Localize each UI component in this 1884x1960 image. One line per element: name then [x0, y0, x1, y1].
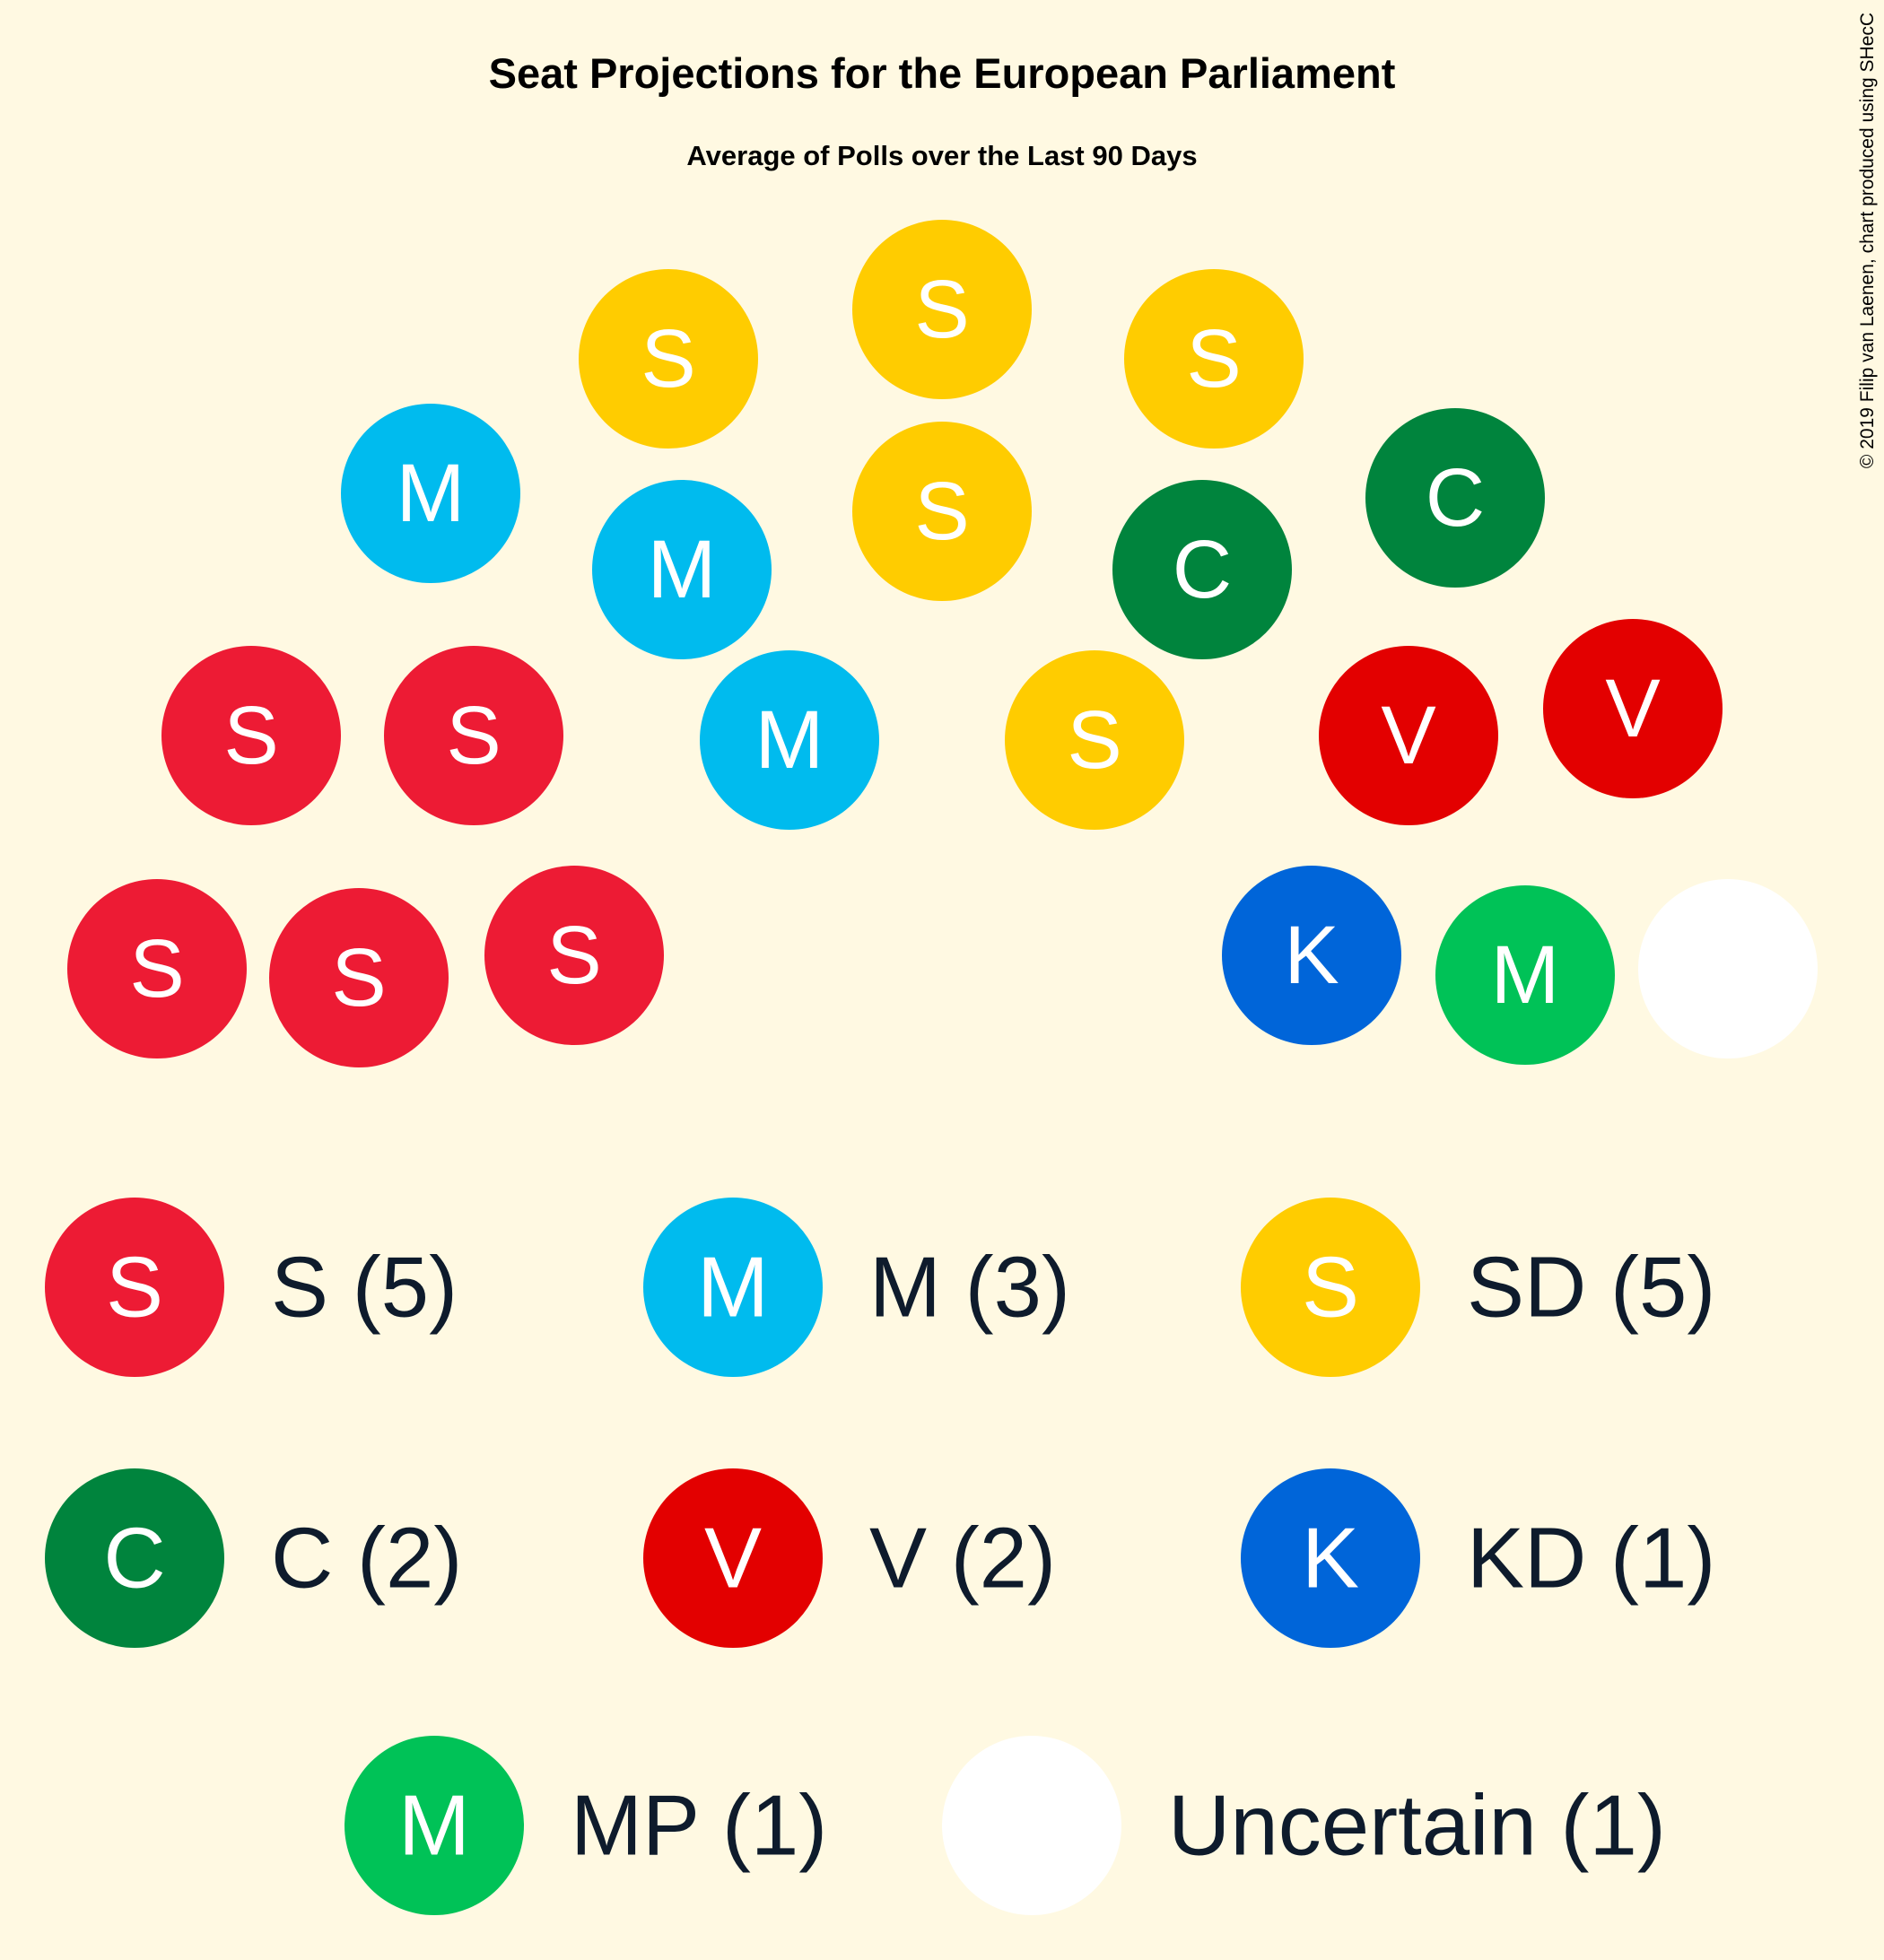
seat-s	[161, 646, 341, 825]
seat-letter-sd: S	[1067, 694, 1121, 786]
seat-sd	[579, 269, 758, 449]
seat-letter-sd: S	[1186, 313, 1241, 405]
seat-letter-c: C	[1173, 524, 1232, 615]
legend-label-m: M (3)	[869, 1240, 1070, 1336]
seat-v	[1543, 619, 1723, 798]
seat-letter-m: M	[755, 694, 824, 786]
seat-v	[1319, 646, 1498, 825]
seat-letter-m: M	[397, 448, 466, 539]
legend: S S (5) M M (3) S SD (5) C C (2) V V (2) K KD (1) M M…	[45, 1198, 1715, 1915]
seat-letter-s: S	[129, 923, 184, 1015]
seat-sd	[1005, 650, 1184, 830]
seat-m	[592, 480, 772, 659]
seat-m	[700, 650, 879, 830]
legend-swatch-kd	[1241, 1468, 1420, 1648]
chart-subtitle: Average of Polls over the Last 90 Days	[686, 140, 1197, 171]
seat-letter-sd: S	[914, 466, 969, 557]
seat-mp	[1435, 885, 1615, 1065]
legend-label-unc: Uncertain (1)	[1168, 1778, 1666, 1874]
legend-swatch-c	[45, 1468, 224, 1648]
legend-swatch-s	[45, 1198, 224, 1377]
legend-swatch-v	[643, 1468, 823, 1648]
seat-letter-c: C	[1426, 452, 1485, 544]
seat-letter-mp: M	[1491, 929, 1560, 1021]
chart-title: Seat Projections for the European Parlia…	[489, 49, 1396, 97]
legend-letter-mp: M	[398, 1778, 470, 1874]
legend-swatch-mp	[345, 1736, 524, 1915]
seat-c	[1112, 480, 1292, 659]
legend-label-mp: MP (1)	[571, 1778, 827, 1874]
seat-sd	[852, 422, 1032, 601]
legend-letter-v: V	[704, 1511, 762, 1607]
seat-letter-s: S	[546, 910, 601, 1001]
seat-c	[1365, 408, 1545, 588]
credit-text: © 2019 Filip van Laenen, chart produced …	[1857, 13, 1878, 468]
legend-swatch-unc	[942, 1736, 1121, 1915]
legend-label-sd: SD (5)	[1467, 1240, 1715, 1336]
seat-unc	[1638, 879, 1818, 1058]
seat-sd	[852, 220, 1032, 399]
legend-letter-kd: K	[1302, 1511, 1359, 1607]
seat-m	[341, 404, 520, 583]
legend-swatch-sd	[1241, 1198, 1420, 1377]
legend-label-kd: KD (1)	[1467, 1511, 1715, 1607]
seat-letter-v: V	[1605, 663, 1660, 754]
seat-letter-sd: S	[914, 264, 969, 355]
seat-letter-s: S	[223, 690, 278, 781]
seat-letter-m: M	[648, 524, 717, 615]
seat-s	[484, 866, 664, 1045]
legend-letter-s: S	[106, 1240, 163, 1336]
legend-label-s: S (5)	[271, 1240, 458, 1336]
seat-s	[67, 879, 247, 1058]
legend-label-c: C (2)	[271, 1511, 462, 1607]
seat-kd	[1222, 866, 1401, 1045]
legend-letter-sd: S	[1302, 1240, 1359, 1336]
seat-sd	[1124, 269, 1304, 449]
seat-s	[384, 646, 563, 825]
seat-letter-kd: K	[1284, 910, 1339, 1001]
seat-letter-v: V	[1381, 690, 1435, 781]
seat-letter-sd: S	[641, 313, 695, 405]
seat-s	[269, 888, 449, 1067]
legend-swatch-m	[643, 1198, 823, 1377]
seat-letter-s: S	[446, 690, 501, 781]
seat-letter-s: S	[331, 932, 386, 1024]
legend-letter-m: M	[697, 1240, 769, 1336]
legend-letter-c: C	[103, 1511, 165, 1607]
legend-label-v: V (2)	[869, 1511, 1056, 1607]
